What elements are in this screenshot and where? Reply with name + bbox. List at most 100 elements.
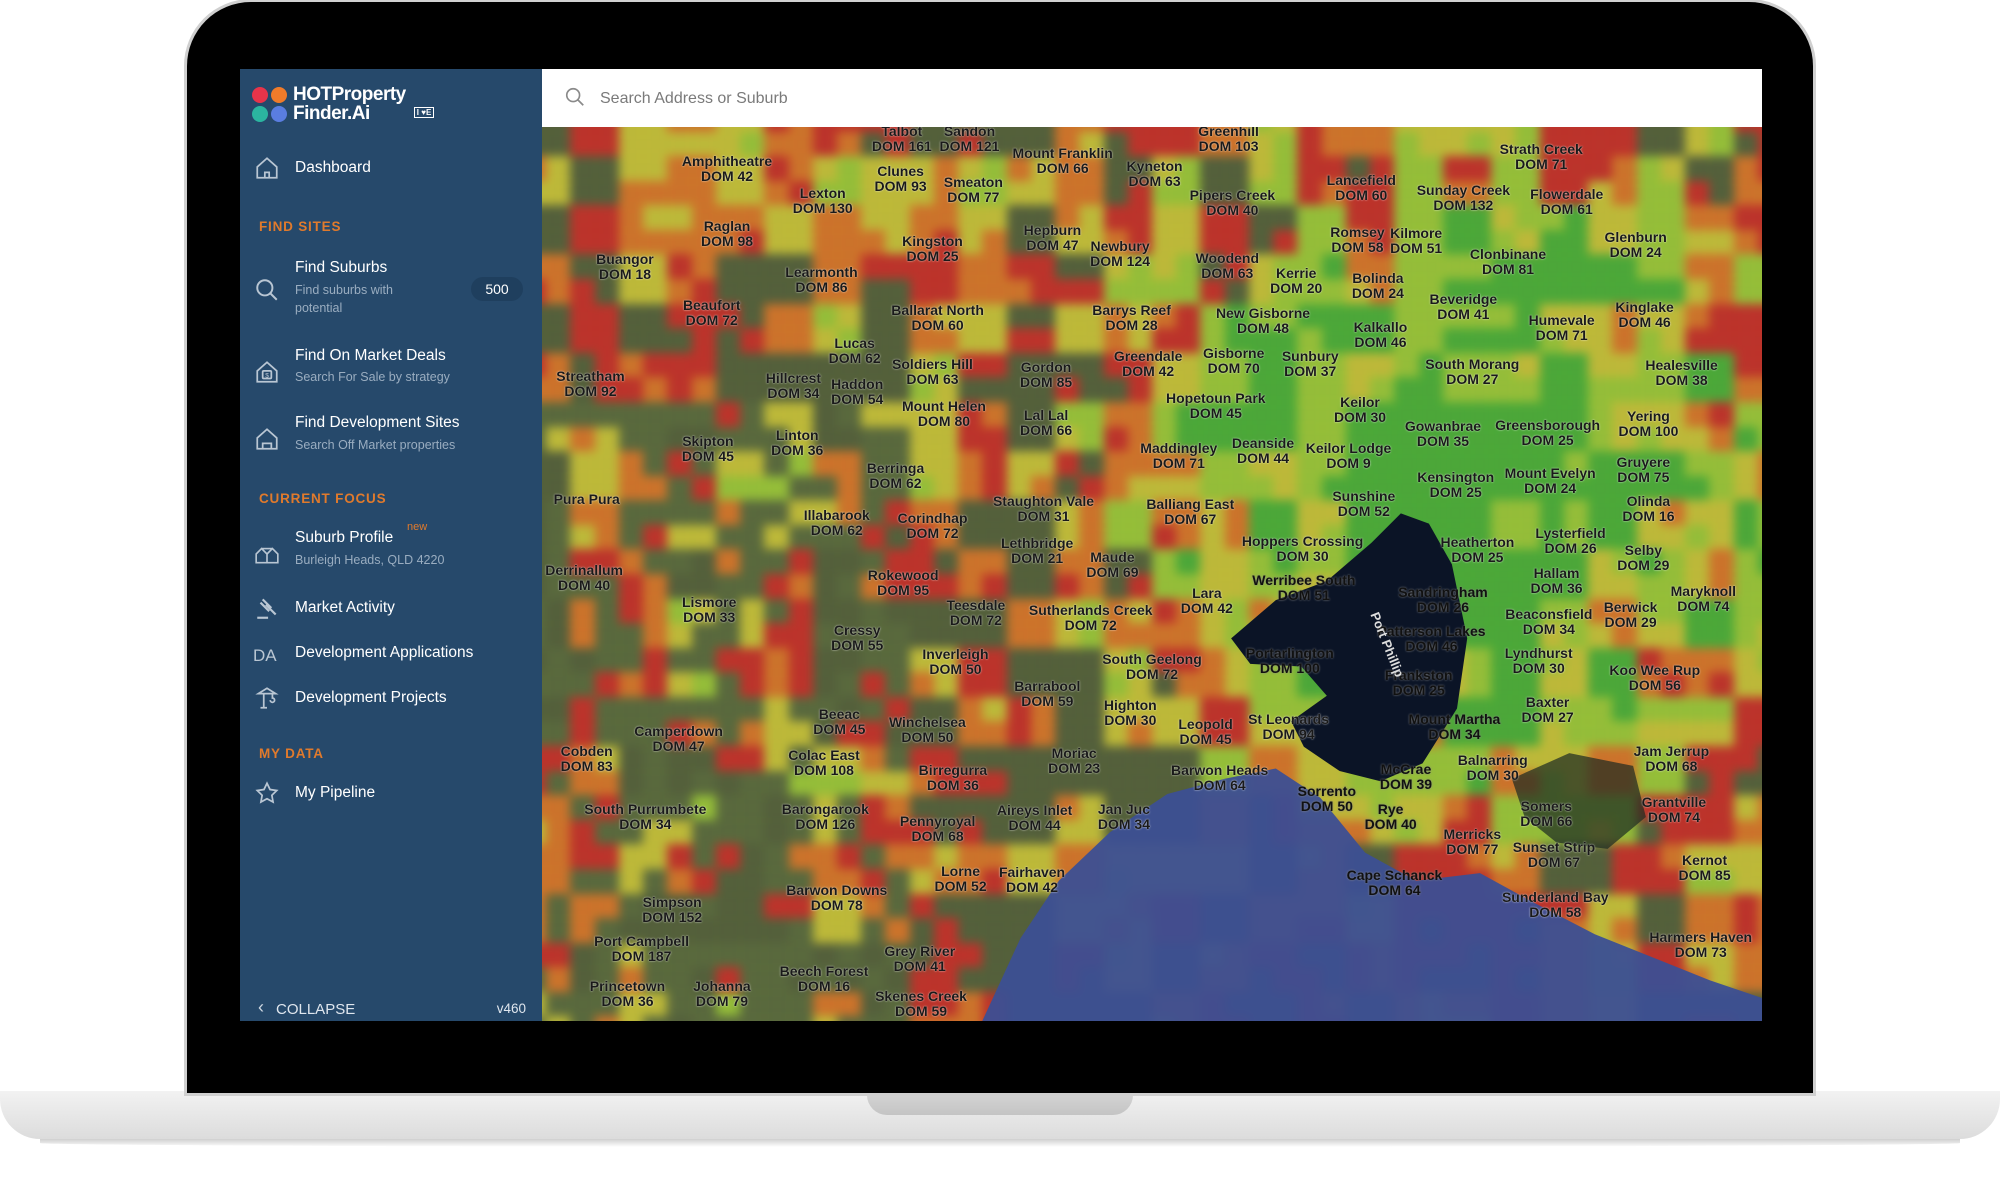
suburb-region[interactable] [643, 131, 669, 158]
sidebar-item-development-applications[interactable]: DA Development Applications [240, 640, 542, 670]
suburb-label[interactable]: Sorrento DOM 50 [1298, 783, 1356, 814]
suburb-region[interactable] [1030, 205, 1057, 231]
suburb-region[interactable] [1418, 254, 1444, 281]
suburb-region[interactable] [1515, 131, 1541, 158]
suburb-region[interactable] [1491, 205, 1517, 231]
suburb-label[interactable]: Gordon DOM 85 [1020, 360, 1072, 390]
suburb-region[interactable] [740, 127, 766, 133]
suburb-label[interactable]: Lysterfield DOM 26 [1535, 526, 1605, 556]
suburb-region[interactable] [1055, 279, 1081, 305]
suburb-label[interactable]: Clunes DOM 93 [875, 163, 927, 194]
suburb-label[interactable]: Barwon Heads DOM 64 [1171, 763, 1268, 793]
suburb-region[interactable] [1248, 205, 1275, 231]
suburb-region[interactable] [1030, 156, 1057, 182]
suburb-region[interactable] [1176, 205, 1202, 231]
suburb-region[interactable] [1345, 127, 1372, 133]
suburb-region[interactable] [1224, 127, 1250, 133]
suburb-region[interactable] [1055, 205, 1081, 231]
suburb-region[interactable] [691, 127, 717, 133]
suburb-label[interactable]: Hepburn DOM 47 [1024, 222, 1082, 253]
suburb-label[interactable]: Harmers Haven DOM 73 [1649, 930, 1752, 960]
suburb-region[interactable] [542, 279, 548, 305]
suburb-region[interactable] [546, 131, 572, 158]
suburb-region[interactable] [1297, 127, 1323, 133]
suburb-label[interactable]: Balnarring DOM 30 [1458, 753, 1528, 783]
suburb-region[interactable] [1418, 205, 1444, 231]
suburb-label[interactable]: Jam Jerrup DOM 68 [1634, 744, 1709, 774]
heat-map[interactable]: Talbot DOM 161 Sandon DOM 121 Mount Franklin… [542, 127, 1762, 1021]
suburb-region[interactable] [1370, 131, 1396, 158]
suburb-label[interactable]: Deanside DOM 44 [1232, 435, 1294, 466]
suburb-region[interactable] [1248, 229, 1275, 256]
suburb-region[interactable] [1079, 131, 1105, 158]
suburb-region[interactable] [1757, 180, 1762, 207]
suburb-region[interactable] [1248, 131, 1275, 158]
suburb-region[interactable] [1467, 229, 1493, 256]
suburb-region[interactable] [1685, 180, 1711, 207]
suburb-region[interactable] [764, 156, 790, 182]
suburb-label[interactable]: Barrys Reef DOM 28 [1092, 302, 1171, 333]
suburb-region[interactable] [594, 131, 620, 158]
sidebar-item-find-suburbs[interactable]: Find Suburbs Find suburbs with potential… [240, 257, 542, 319]
suburb-region[interactable] [542, 254, 548, 281]
suburb-label[interactable]: McCrae DOM 39 [1380, 762, 1432, 792]
suburb-region[interactable] [594, 254, 620, 281]
suburb-region[interactable] [1491, 254, 1517, 281]
suburb-label[interactable]: Beeac DOM 45 [813, 707, 865, 737]
suburb-region[interactable] [909, 156, 935, 182]
suburb-region[interactable] [909, 254, 935, 281]
suburb-region[interactable] [764, 180, 790, 207]
suburb-region[interactable] [715, 180, 742, 207]
suburb-region[interactable] [1248, 279, 1275, 305]
suburb-region[interactable] [1224, 180, 1250, 207]
suburb-region[interactable] [1200, 205, 1226, 231]
suburb-label[interactable]: Lethbridge DOM 21 [1001, 536, 1073, 566]
suburb-region[interactable] [1079, 254, 1105, 281]
suburb-label[interactable]: Romsey DOM 58 [1330, 225, 1384, 255]
suburb-region[interactable] [788, 180, 814, 207]
suburb-region[interactable] [667, 131, 693, 158]
suburb-region[interactable] [1612, 156, 1638, 182]
suburb-region[interactable] [1176, 254, 1202, 281]
suburb-region[interactable] [1685, 229, 1711, 256]
suburb-region[interactable] [740, 254, 766, 281]
suburb-region[interactable] [788, 156, 814, 182]
suburb-region[interactable] [885, 127, 911, 133]
suburb-label[interactable]: Raglan DOM 98 [701, 218, 753, 249]
suburb-region[interactable] [885, 205, 911, 231]
suburb-region[interactable] [1709, 156, 1735, 182]
suburb-region[interactable] [1200, 279, 1226, 305]
suburb-region[interactable] [1248, 156, 1275, 182]
suburb-region[interactable] [740, 279, 766, 305]
suburb-region[interactable] [715, 254, 742, 281]
suburb-region[interactable] [958, 229, 984, 256]
suburb-label[interactable]: Rokewood DOM 95 [868, 568, 939, 598]
suburb-region[interactable] [1200, 127, 1226, 133]
suburb-region[interactable] [1152, 205, 1178, 231]
suburb-region[interactable] [1394, 229, 1420, 256]
suburb-region[interactable] [1273, 127, 1299, 133]
suburb-region[interactable] [933, 127, 960, 133]
suburb-region[interactable] [1345, 279, 1372, 305]
suburb-region[interactable] [667, 180, 693, 207]
suburb-region[interactable] [594, 229, 620, 256]
suburb-label[interactable]: Aireys Inlet DOM 44 [997, 802, 1072, 833]
suburb-region[interactable] [1370, 156, 1396, 182]
suburb-label[interactable]: Clonbinane DOM 81 [1470, 246, 1546, 277]
suburb-region[interactable] [618, 127, 645, 133]
suburb-region[interactable] [667, 127, 693, 133]
suburb-region[interactable] [1079, 180, 1105, 207]
suburb-region[interactable] [1757, 156, 1762, 182]
suburb-region[interactable] [1442, 180, 1468, 207]
suburb-label[interactable]: St Leonards DOM 94 [1248, 712, 1329, 742]
suburb-region[interactable] [1442, 156, 1468, 182]
suburb-region[interactable] [1006, 279, 1032, 305]
suburb-region[interactable] [1515, 127, 1541, 133]
suburb-region[interactable] [542, 205, 548, 231]
suburb-region[interactable] [1491, 229, 1517, 256]
suburb-region[interactable] [1127, 180, 1153, 207]
suburb-region[interactable] [885, 156, 911, 182]
suburb-region[interactable] [837, 131, 863, 158]
suburb-region[interactable] [764, 131, 790, 158]
suburb-label[interactable]: Cape Schanck DOM 64 [1347, 867, 1443, 898]
